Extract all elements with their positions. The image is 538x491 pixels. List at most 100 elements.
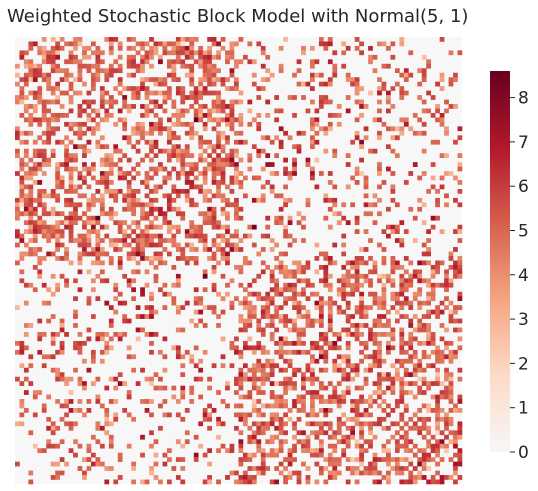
heatmap-cell [430,340,436,346]
heatmap-cell [46,117,52,123]
heatmap-cell [426,403,432,409]
heatmap-cell [457,50,463,56]
heatmap-cell [153,90,159,96]
heatmap-cell [372,457,378,462]
heatmap-cell [314,318,320,324]
heatmap-cell [126,171,132,176]
heatmap-cell [41,233,47,239]
heatmap-cell [251,408,257,413]
heatmap-cell [55,247,60,252]
heatmap-cell [198,144,204,150]
heatmap-cell [435,354,440,360]
heatmap-cell [350,81,356,87]
heatmap-cell [162,247,168,252]
heatmap-cell [23,153,29,158]
heatmap-cell [32,162,38,167]
heatmap-cell [301,224,306,230]
heatmap-cell [332,345,338,351]
heatmap-cell [453,197,458,203]
heatmap-cell [457,305,463,310]
heatmap-cell [202,171,208,176]
heatmap-cell [189,95,195,100]
heatmap-cell [158,287,163,293]
heatmap-cell [457,430,463,436]
heatmap-cell [363,175,369,181]
heatmap-cell [144,112,150,118]
heatmap-cell [131,193,136,199]
heatmap-cell [19,345,25,351]
heatmap-cell [394,300,400,306]
heatmap-cell [296,260,302,266]
heatmap-cell [135,247,141,252]
heatmap-cell [126,202,132,208]
heatmap-cell [149,314,154,319]
heatmap-cell [403,372,409,378]
heatmap-cell [46,287,52,293]
heatmap-cell [283,439,288,445]
heatmap-cell [104,77,110,82]
heatmap-cell [202,238,208,243]
heatmap-cell [439,184,445,190]
heatmap-cell [207,247,212,252]
heatmap-cell [336,309,342,315]
heatmap-cell [341,287,347,293]
heatmap-cell [122,121,128,127]
heatmap-cell [64,77,69,82]
heatmap-cell [225,54,230,60]
heatmap-cell [162,305,168,310]
heatmap-cell [260,345,266,351]
heatmap-cell [345,327,351,333]
heatmap-cell [426,251,432,257]
heatmap-cell [274,403,280,409]
heatmap-cell [180,108,186,114]
heatmap-cell [399,443,405,449]
heatmap-cell [287,296,293,302]
heatmap-cell [354,215,360,221]
heatmap-cell [296,475,302,480]
heatmap-cell [216,108,221,114]
heatmap-cell [314,121,320,127]
heatmap-cell [55,197,60,203]
heatmap-cell [104,112,110,118]
heatmap-cell [122,95,128,100]
heatmap-cell [341,434,347,440]
heatmap-cell [122,197,128,203]
heatmap-cell [73,323,78,328]
heatmap-cell [399,37,405,42]
heatmap-cell [390,305,396,310]
heatmap-cell [82,148,87,154]
heatmap-cell [381,296,387,302]
heatmap-cell [238,479,244,485]
heatmap-cell [68,376,74,382]
heatmap-cell [189,37,195,42]
heatmap-cell [417,130,423,136]
heatmap-cell [46,443,52,449]
heatmap-cell [350,323,356,328]
heatmap-cell [234,349,239,355]
heatmap-cell [381,425,387,431]
heatmap-cell [220,224,226,230]
heatmap-cell [220,148,226,154]
heatmap-cell [104,233,110,239]
heatmap-cell [162,193,168,199]
heatmap-cell [90,260,96,266]
heatmap-cell [153,475,159,480]
heatmap-cell [318,349,324,355]
heatmap-cell [350,376,356,382]
heatmap-cell [86,229,92,234]
heatmap-cell [225,121,230,127]
heatmap-cell [162,238,168,243]
heatmap-cell [448,399,454,404]
heatmap-cell [368,90,373,96]
heatmap-cell [439,354,445,360]
heatmap-cell [73,45,78,51]
heatmap-cell [403,443,409,449]
heatmap-cell [64,68,69,74]
heatmap-cell [368,327,373,333]
heatmap-cell [23,108,29,114]
heatmap-cell [99,358,105,364]
heatmap-cell [238,130,244,136]
heatmap-cell [341,215,347,221]
heatmap-cell [171,184,177,190]
heatmap-cell [64,332,69,337]
